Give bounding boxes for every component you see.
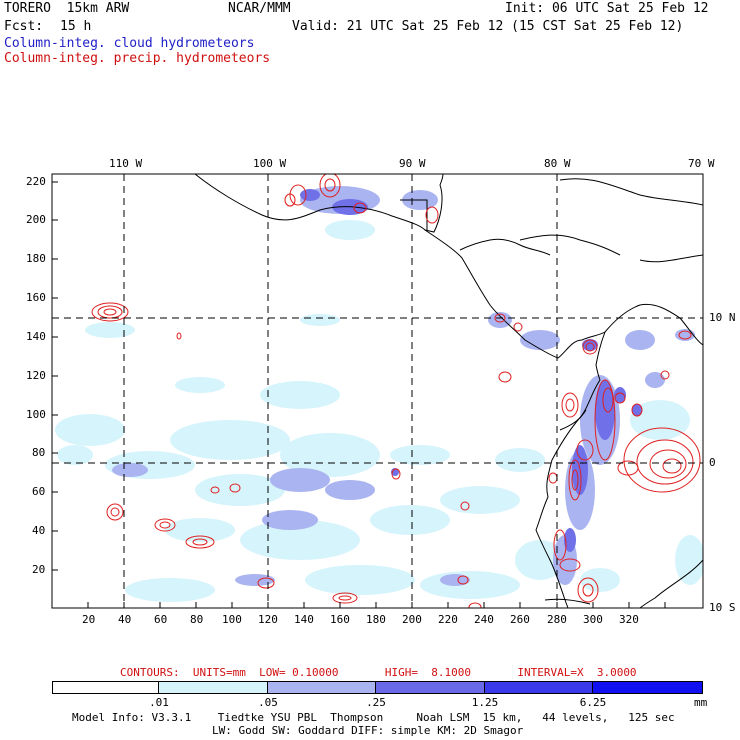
forecast-label: Fcst: — [4, 19, 44, 34]
x-tick-label: 280 — [547, 613, 567, 626]
y-tick-label: 180 — [26, 252, 46, 265]
precip-contours — [91, 174, 701, 608]
y-tick-label: 120 — [26, 369, 46, 382]
field-label-cloud: Column-integ. cloud hydrometeors — [4, 36, 255, 51]
legend-frame — [52, 681, 703, 694]
x-tick-label: 40 — [118, 613, 132, 626]
legend-swatch — [159, 682, 268, 693]
y-tick-label: 160 — [26, 291, 46, 304]
x-tick-label: 300 — [583, 613, 603, 626]
y-tick-label: 220 — [26, 175, 46, 188]
y-tick-label: 200 — [26, 213, 46, 226]
legend-level-label: .25 — [366, 696, 386, 709]
legend-swatch — [485, 682, 593, 693]
organization-label: NCAR/MMM — [228, 1, 291, 16]
graticule — [52, 174, 703, 608]
lat-label-10s: 10 S — [709, 601, 736, 614]
contour-cluster-1 — [91, 302, 129, 322]
x-tick-label: 20 — [82, 613, 96, 626]
lat-label-10n: 10 N — [709, 311, 736, 324]
forecast-hour: 15 h — [60, 19, 92, 34]
contour-cluster-east — [623, 427, 701, 493]
legend-level-label: .05 — [258, 696, 278, 709]
model-info-line-1: Model Info: V3.3.1 Tiedtke YSU PBL Thomp… — [72, 711, 675, 724]
init-time: Init: 06 UTC Sat 25 Feb 12 — [505, 1, 709, 16]
legend-swatch — [376, 682, 485, 693]
legend-swatch — [268, 682, 376, 693]
y-tick-label: 80 — [32, 446, 46, 459]
coastline — [194, 174, 703, 608]
x-tick-label: 180 — [366, 613, 386, 626]
y-tick-label: 60 — [32, 485, 46, 498]
legend-units: mm — [694, 696, 708, 709]
x-tick-label: 120 — [258, 613, 278, 626]
field-label-precip: Column-integ. precip. hydrometeors — [4, 51, 271, 66]
lon-label-80w: 80 W — [544, 157, 571, 170]
x-tick-label: 100 — [222, 613, 242, 626]
x-tick-label: 140 — [294, 613, 314, 626]
legend-level-label: 1.25 — [471, 696, 499, 709]
contour-info: CONTOURS: UNITS=mm LOW= 0.10000 HIGH= 8.… — [120, 666, 637, 679]
legend-level-label: 6.25 — [579, 696, 607, 709]
x-tick-label: 160 — [330, 613, 350, 626]
legend-swatch — [52, 682, 159, 693]
y-tick-label: 140 — [26, 330, 46, 343]
x-tick-label: 80 — [190, 613, 204, 626]
valid-time: Valid: 21 UTC Sat 25 Feb 12 (15 CST Sat … — [292, 19, 684, 34]
x-tick-label: 320 — [619, 613, 639, 626]
x-tick-label: 260 — [510, 613, 530, 626]
x-tick-label: 240 — [474, 613, 494, 626]
y-tick-label: 20 — [32, 563, 46, 576]
model-title: TORERO 15km ARW — [4, 1, 130, 16]
x-tick-label: 60 — [154, 613, 168, 626]
lon-label-90w: 90 W — [399, 157, 426, 170]
lon-label-70w: 70 W — [688, 157, 715, 170]
x-tick-label: 200 — [402, 613, 422, 626]
lat-label-0: 0 — [709, 456, 716, 469]
model-info-line-2: LW: Godd SW: Goddard DIFF: simple KM: 2D… — [212, 724, 524, 737]
y-tick-label: 100 — [26, 408, 46, 421]
axis-ticks — [52, 181, 666, 608]
x-tick-label: 220 — [438, 613, 458, 626]
map-frame — [51, 173, 704, 609]
y-tick-label: 40 — [32, 524, 46, 537]
lon-label-100w: 100 W — [253, 157, 287, 170]
cloud-hydrometeor-fill — [55, 186, 703, 602]
lon-label-110w: 110 W — [109, 157, 143, 170]
legend-level-label: .01 — [149, 696, 169, 709]
